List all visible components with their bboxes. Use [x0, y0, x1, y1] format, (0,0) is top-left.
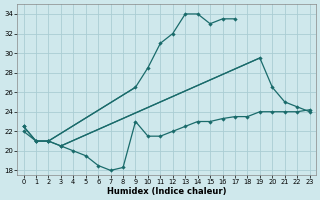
X-axis label: Humidex (Indice chaleur): Humidex (Indice chaleur) [107, 187, 226, 196]
